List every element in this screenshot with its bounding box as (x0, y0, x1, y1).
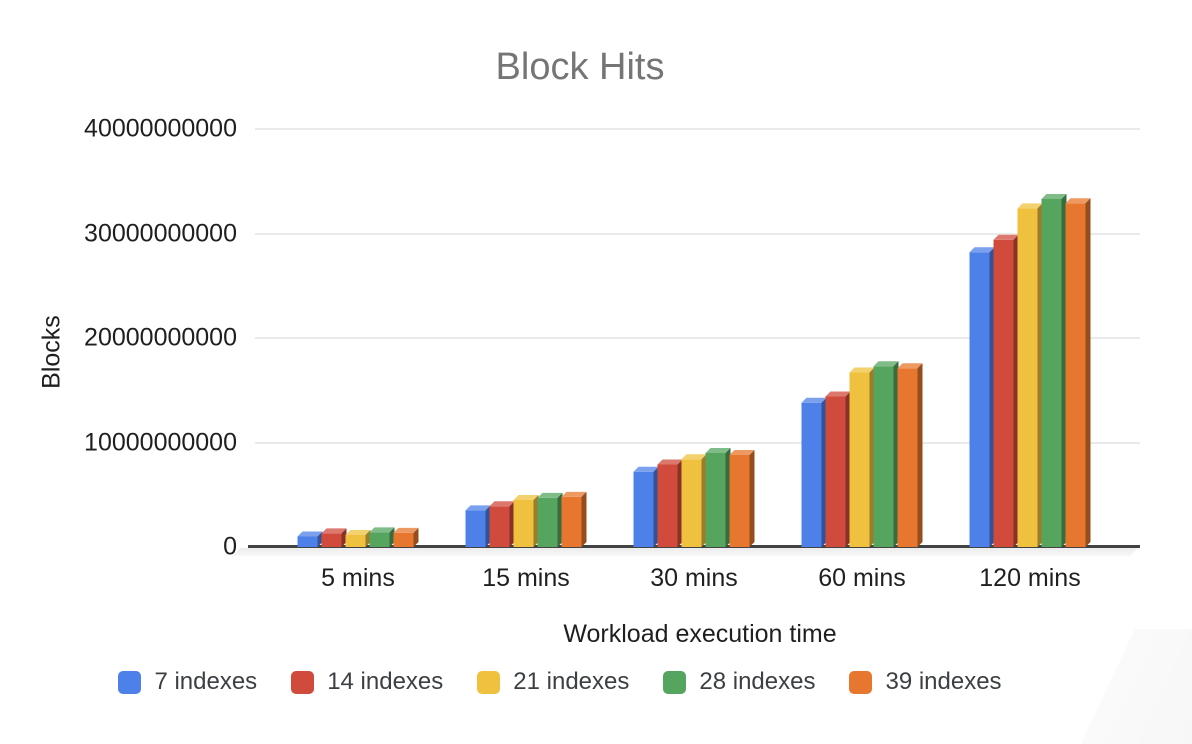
legend-label: 28 indexes (699, 668, 816, 695)
bar-39-indexes-120-mins[interactable] (1065, 198, 1091, 547)
legend-item-21-indexes[interactable]: 21 indexes (477, 668, 629, 696)
legend-item-39-indexes[interactable]: 39 indexes (849, 668, 1002, 696)
bar-39-indexes-15-mins[interactable] (561, 491, 587, 547)
gridline (255, 337, 1140, 339)
legend-item-7-indexes[interactable]: 7 indexes (118, 668, 257, 696)
bar-7-indexes-60-mins[interactable] (801, 397, 827, 547)
x-tick-label: 5 mins (321, 564, 395, 592)
y-tick-label: 40000000000 (84, 114, 237, 143)
bar-7-indexes-5-mins[interactable] (297, 531, 323, 547)
bar-7-indexes-30-mins[interactable] (633, 466, 659, 547)
legend-label: 14 indexes (327, 668, 444, 695)
bar-21-indexes-15-mins[interactable] (513, 494, 539, 547)
bar-21-indexes-60-mins[interactable] (849, 367, 875, 547)
bar-39-indexes-60-mins[interactable] (897, 363, 923, 547)
bar-21-indexes-5-mins[interactable] (345, 529, 371, 547)
bar-39-indexes-30-mins[interactable] (729, 450, 755, 547)
y-tick-labels: 40000000000 30000000000 20000000000 1000000… (0, 0, 237, 744)
bar-14-indexes-15-mins[interactable] (489, 501, 515, 547)
bar-28-indexes-120-mins[interactable] (1041, 194, 1067, 547)
legend-label: 7 indexes (154, 668, 258, 695)
gridline (255, 441, 1140, 444)
chart-title: Block Hits (495, 46, 665, 88)
bar-28-indexes-15-mins[interactable] (537, 492, 563, 547)
bar-21-indexes-120-mins[interactable] (1017, 203, 1043, 548)
x-axis-title: Workload execution time (563, 620, 837, 648)
legend: 7 indexes 14 indexes 21 indexes 28 indexes 3… (0, 668, 1120, 696)
legend-label: 39 indexes (885, 668, 1002, 695)
bar-21-indexes-30-mins[interactable] (681, 454, 707, 547)
x-tick-label: 15 mins (482, 564, 570, 592)
legend-label: 21 indexes (513, 668, 630, 695)
legend-item-28-indexes[interactable]: 28 indexes (663, 668, 815, 696)
x-tick-label: 60 mins (818, 564, 906, 592)
x-tick-label: 30 mins (650, 564, 738, 592)
bar-7-indexes-120-mins[interactable] (969, 247, 995, 547)
legend-swatch-icon (291, 670, 315, 694)
bar-14-indexes-60-mins[interactable] (825, 391, 851, 547)
legend-swatch-icon (849, 670, 873, 694)
legend-item-14-indexes[interactable]: 14 indexes (291, 668, 443, 696)
bar-14-indexes-30-mins[interactable] (657, 459, 683, 547)
bar-28-indexes-5-mins[interactable] (369, 527, 395, 547)
y-tick-label: 30000000000 (84, 219, 237, 247)
gridline (255, 128, 1140, 130)
bar-28-indexes-60-mins[interactable] (873, 361, 899, 547)
y-tick-label: 10000000000 (84, 428, 237, 456)
bar-14-indexes-120-mins[interactable] (993, 234, 1019, 547)
y-tick-label: 20000000000 (84, 323, 237, 352)
legend-swatch-icon (663, 670, 687, 694)
x-tick-label: 120 mins (979, 564, 1081, 592)
bar-28-indexes-30-mins[interactable] (705, 447, 731, 547)
bar-14-indexes-5-mins[interactable] (321, 528, 347, 547)
gridline (255, 232, 1140, 235)
bar-7-indexes-15-mins[interactable] (465, 505, 491, 547)
legend-swatch-icon (118, 670, 142, 694)
legend-swatch-icon (477, 670, 501, 694)
bar-39-indexes-5-mins[interactable] (393, 527, 419, 547)
